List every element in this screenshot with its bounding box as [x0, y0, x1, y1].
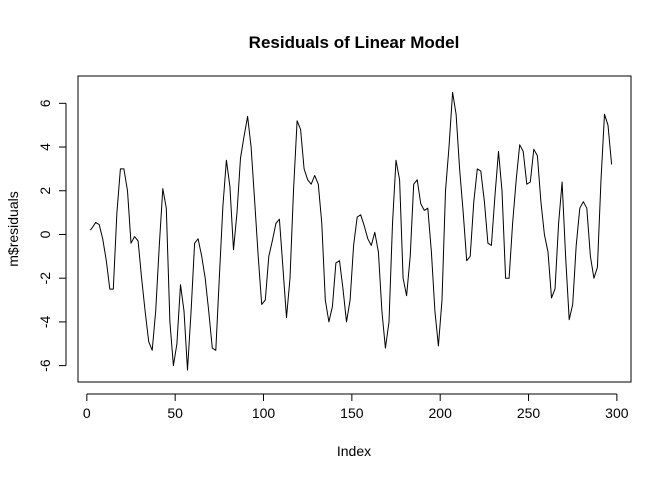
residuals-series-line	[90, 91, 613, 371]
x-tick-label: 200	[429, 405, 453, 421]
y-tick-label: 4	[37, 143, 53, 151]
x-tick-label: 0	[83, 405, 91, 421]
y-tick-label: 0	[37, 230, 53, 238]
chart-title: Residuals of Linear Model	[249, 33, 460, 52]
y-tick-label: -6	[37, 359, 53, 372]
x-axis-label: Index	[337, 443, 371, 459]
x-axis: 0 50 100 150 200 250 300	[83, 393, 629, 421]
y-tick-label: -4	[37, 315, 53, 328]
x-tick-label: 50	[167, 405, 183, 421]
x-tick-label: 100	[252, 405, 276, 421]
y-tick-label: -2	[37, 272, 53, 285]
x-tick-label: 150	[340, 405, 364, 421]
y-axis: -6 -4 -2 0 2 4 6	[37, 99, 67, 372]
y-tick-label: 6	[37, 99, 53, 107]
y-tick-label: 2	[37, 187, 53, 195]
x-tick-label: 300	[605, 405, 629, 421]
x-tick-label: 250	[517, 405, 541, 421]
plot-frame	[77, 75, 632, 383]
y-axis-label: m$residuals	[5, 191, 21, 266]
